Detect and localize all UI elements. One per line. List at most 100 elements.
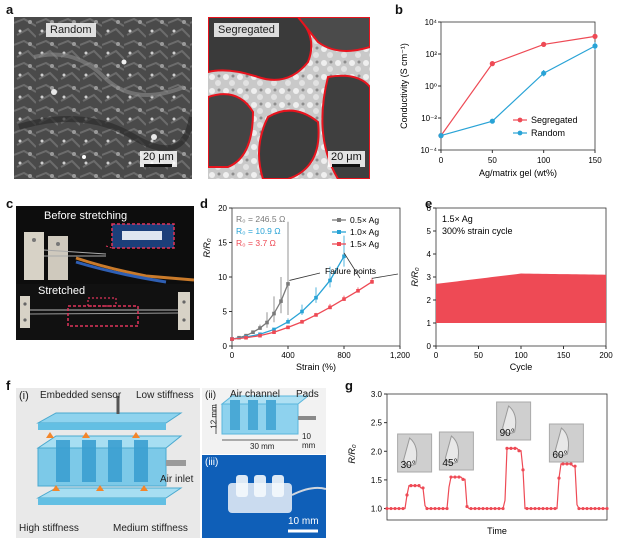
b-point xyxy=(541,41,547,48)
panel-label-c: c xyxy=(6,196,14,211)
b-series-line-1 xyxy=(440,45,596,137)
g-point xyxy=(389,506,393,511)
g-point xyxy=(509,446,513,451)
chart-strain: 0 400 800 1,200 0 5 10 15 20 Strain (%) R/R₀ 0.5× A… xyxy=(202,204,411,372)
scale-10mm-label: 10 mm xyxy=(288,516,319,527)
d-xtick-label: 0 xyxy=(230,351,235,360)
b-xtick-label: 150 xyxy=(588,156,602,165)
g-point xyxy=(581,506,585,511)
e-xtick-label: 150 xyxy=(557,351,571,360)
scale-bar-right: 20 μm xyxy=(328,151,365,167)
e-xtick-label: 0 xyxy=(434,351,439,360)
g-point xyxy=(573,464,577,468)
random-label: Random xyxy=(46,23,96,37)
g-point xyxy=(493,506,497,511)
g-point xyxy=(565,462,569,466)
e-ytick-label: 4 xyxy=(427,250,432,259)
e-ytick-label: 5 xyxy=(427,227,432,236)
photo-stretched: Stretched xyxy=(16,284,194,340)
g-ytick-label: 2.5 xyxy=(371,419,383,428)
panel-f-i-box: (i) Embedded sensor Low stiffness Air in… xyxy=(16,388,200,538)
g-point xyxy=(505,446,509,451)
d-annotation-arrow-2 xyxy=(343,252,361,279)
g-point xyxy=(545,506,549,511)
b-legend-label: Segregated xyxy=(531,115,578,125)
b-ytick-label: 10⁴ xyxy=(425,18,438,27)
scale-text-right: 20 μm xyxy=(331,151,362,163)
d-point xyxy=(300,320,304,324)
g-point xyxy=(417,484,421,488)
g-ytick-label: 2.0 xyxy=(371,447,383,456)
b-ylabel: Conductivity (S cm⁻¹) xyxy=(399,43,409,129)
b-point xyxy=(438,133,444,139)
chart-gripper-response: 1.0 1.5 2.0 2.5 3.0 Time R/R₀ 30° 45° 90° 60° xyxy=(347,390,609,536)
b-ytick-label: 10⁰ xyxy=(425,82,437,91)
g-angle-label: 30° xyxy=(401,460,416,471)
panel-f-ii-box: (ii) Air channel Pads 12 mm 30 mm 10 mm xyxy=(202,388,326,454)
e-label-line: 1.5× Ag xyxy=(442,214,473,224)
g-inset-gripper xyxy=(554,427,570,456)
g-ytick-label: 1.0 xyxy=(371,505,383,514)
b-ytick-label: 10⁻⁴ xyxy=(420,146,437,155)
b-xlabel: Ag/matrix gel (wt%) xyxy=(479,168,557,178)
b-point xyxy=(489,61,495,67)
d-point xyxy=(286,282,290,286)
g-point xyxy=(533,506,537,511)
e-xtick-label: 100 xyxy=(514,351,528,360)
g-angle-label: 60° xyxy=(552,450,567,461)
g-point xyxy=(525,506,529,511)
embedded-sensor-label: Embedded sensor xyxy=(40,390,122,401)
soft-gripper-exploded-graphic xyxy=(36,396,186,505)
g-point xyxy=(597,506,601,511)
chart-conductivity: 0 50 100 150 10⁻⁴ 10⁻² 10⁰ 10² 10⁴ Ag/matrix gel … xyxy=(399,18,602,178)
sem-image-segregated: Random Segregated 20 μm xyxy=(208,17,370,179)
d-point xyxy=(328,278,332,283)
g-plot-frame xyxy=(386,393,608,521)
d-ylabel: R/R₀ xyxy=(202,238,212,257)
panel-f-iii-box: (iii) 10 mm xyxy=(202,455,327,538)
d-legend-marker xyxy=(337,218,341,222)
d-point xyxy=(314,313,318,317)
g-angle-label: 90° xyxy=(500,428,515,439)
sub-label-iii: (iii) xyxy=(205,457,219,468)
sem-image-random: Random 20 μm xyxy=(14,17,192,179)
stretched-graphic xyxy=(20,292,190,330)
low-stiffness-label: Low stiffness xyxy=(136,390,194,401)
g-point xyxy=(461,477,465,481)
g-point xyxy=(445,506,449,511)
b-xtick-label: 50 xyxy=(488,156,497,165)
b-point xyxy=(592,43,598,49)
b-point xyxy=(489,118,495,124)
e-ytick-label: 6 xyxy=(427,204,432,213)
d-annotation-arrow-3 xyxy=(371,273,399,279)
d-point xyxy=(328,305,332,310)
e-ylabel: R/R₀ xyxy=(410,267,420,286)
g-point xyxy=(397,506,401,511)
segregated-label-visible: Segregated xyxy=(214,23,279,37)
panel-label-d: d xyxy=(200,196,208,211)
d-point xyxy=(272,327,276,332)
scale-bar-left: 20 μm xyxy=(140,151,177,167)
d-legend-marker xyxy=(337,242,341,246)
g-point xyxy=(605,506,609,511)
g-point xyxy=(489,506,493,511)
b-ytick-label: 10⁻² xyxy=(421,114,437,123)
d-ytick-label: 0 xyxy=(223,342,228,351)
d-point xyxy=(272,330,276,334)
photo-before-stretching: Before stretching xyxy=(16,206,194,284)
dim-10mm-label: 10 mm xyxy=(302,432,316,450)
d-point xyxy=(279,299,283,303)
e-xlabel: Cycle xyxy=(510,362,533,372)
e-ytick-label: 1 xyxy=(427,319,432,328)
g-point xyxy=(441,506,445,511)
g-point xyxy=(537,506,541,511)
d-xtick-label: 400 xyxy=(281,351,295,360)
d-point xyxy=(342,297,346,301)
g-point xyxy=(409,484,413,488)
b-legend-label: Random xyxy=(531,128,565,138)
b-plot-frame xyxy=(440,21,596,151)
d-r0-label: R₀ = 3.7 Ω xyxy=(236,238,276,248)
air-channel-label: Air channel xyxy=(230,389,281,400)
d-legend-label: 1.5× Ag xyxy=(350,239,379,249)
soft-actuator-dimension-graphic xyxy=(215,395,316,441)
